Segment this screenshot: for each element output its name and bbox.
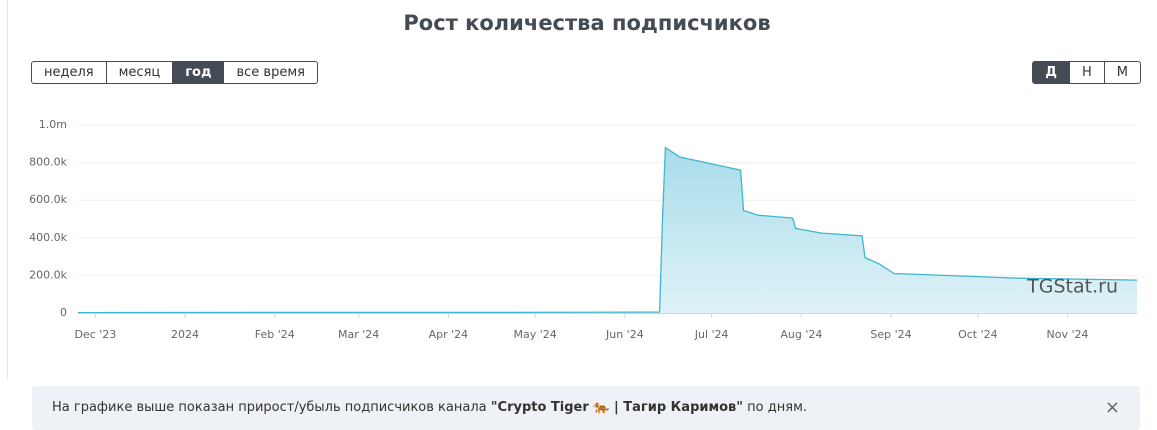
x-tick-label: Mar '24: [338, 328, 379, 341]
x-tick-label: Jun '24: [605, 328, 644, 341]
y-tick-label: 1.0m: [39, 118, 67, 131]
channel-name: "Crypto Tiger 🐅 | Тагир Каримов": [490, 400, 744, 415]
x-tick-label: Oct '24: [958, 328, 998, 341]
x-tick-label: Nov '24: [1047, 328, 1089, 341]
x-tick-label: Sep '24: [870, 328, 911, 341]
x-tick-label: Dec '23: [74, 328, 116, 341]
x-tick-label: Apr '24: [429, 328, 469, 341]
period-button[interactable]: все время: [223, 61, 318, 84]
x-tick-label: 2024: [171, 328, 199, 341]
chart-title: Рост количества подписчиков: [403, 11, 770, 35]
chart: Рост количества подписчиков 0 200.0k 400.0…: [7, 0, 1138, 380]
area-fill: [78, 147, 1137, 313]
info-text: На графике выше показан прирост/убыль по…: [52, 386, 807, 430]
watermark: TGStat.ru: [1026, 276, 1118, 298]
period-button[interactable]: неделя: [31, 61, 107, 84]
y-tick-label: 0: [60, 306, 67, 319]
close-button[interactable]: ×: [1104, 397, 1120, 418]
y-tick-label: 600.0k: [29, 193, 67, 206]
period-button[interactable]: год: [172, 61, 225, 84]
x-tick-label: Feb '24: [255, 328, 295, 341]
scale-button[interactable]: Н: [1069, 61, 1105, 84]
period-group: неделя месяц год все время: [31, 61, 318, 84]
scale-button[interactable]: М: [1103, 61, 1141, 84]
info-after: по дням.: [743, 400, 808, 415]
y-tick-label: 400.0k: [29, 231, 67, 244]
scale-button[interactable]: Д: [1032, 61, 1070, 84]
y-tick-label: 200.0k: [29, 268, 67, 281]
x-tick-label: Aug '24: [780, 328, 822, 341]
info-box: На графике выше показан прирост/убыль по…: [32, 386, 1140, 430]
info-before: На графике выше показан прирост/убыль по…: [52, 400, 491, 415]
x-tick-label: Jul '24: [694, 328, 729, 341]
x-tick-label: May '24: [514, 328, 557, 341]
line: [77, 146, 1138, 314]
period-button[interactable]: месяц: [105, 61, 174, 84]
y-tick-label: 800.0k: [29, 156, 67, 169]
